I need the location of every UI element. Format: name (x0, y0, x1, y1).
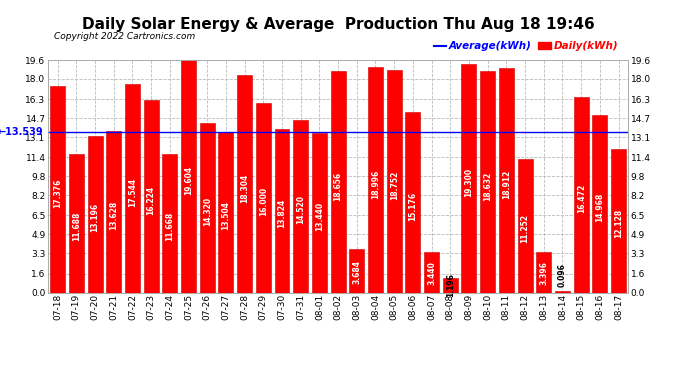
Bar (88, 136, 103, 292)
Bar (368, 67, 383, 292)
Text: 15.176: 15.176 (408, 192, 417, 220)
Text: 19.604: 19.604 (184, 166, 193, 195)
Text: 11.688: 11.688 (72, 211, 81, 241)
Text: 13.504: 13.504 (221, 201, 230, 230)
Text: 13.440: 13.440 (315, 201, 324, 231)
Bar (424, 252, 439, 292)
Bar (293, 120, 308, 292)
Text: 13.196: 13.196 (90, 203, 99, 232)
Text: 3.684: 3.684 (353, 260, 362, 284)
Text: 16.224: 16.224 (147, 186, 156, 214)
Text: 18.304: 18.304 (240, 174, 249, 203)
Bar (406, 112, 420, 292)
Text: 14.968: 14.968 (595, 193, 604, 222)
Bar (555, 291, 570, 292)
Text: Daily Solar Energy & Average  Production Thu Aug 18 19:46: Daily Solar Energy & Average Production … (81, 17, 595, 32)
Text: 11.668: 11.668 (166, 211, 175, 241)
Bar (386, 70, 402, 292)
Bar (349, 249, 364, 292)
Text: 17.544: 17.544 (128, 178, 137, 207)
Text: 13.824: 13.824 (277, 199, 286, 228)
Text: 18.752: 18.752 (390, 171, 399, 200)
Text: 14.320: 14.320 (203, 196, 212, 225)
Text: 18.912: 18.912 (502, 170, 511, 200)
Text: 16.472: 16.472 (577, 184, 586, 213)
Bar (443, 278, 457, 292)
Bar (125, 84, 140, 292)
Bar (256, 103, 270, 292)
Bar (462, 63, 477, 292)
Bar (106, 131, 121, 292)
Bar (237, 75, 252, 292)
Bar (181, 60, 196, 292)
Bar (611, 148, 626, 292)
Text: 3.396: 3.396 (540, 261, 549, 285)
Text: 13.628: 13.628 (109, 200, 118, 230)
Bar (199, 123, 215, 292)
Text: 16.000: 16.000 (259, 187, 268, 216)
Bar (312, 133, 327, 292)
Bar (593, 115, 607, 292)
Bar (69, 154, 83, 292)
Text: 17.376: 17.376 (53, 179, 62, 208)
Text: 12.128: 12.128 (614, 209, 623, 238)
Legend: Average(kWh), Daily(kWh): Average(kWh), Daily(kWh) (429, 37, 622, 56)
Bar (144, 100, 159, 292)
Bar (162, 154, 177, 292)
Text: 11.252: 11.252 (520, 214, 529, 243)
Text: 19.300: 19.300 (464, 168, 473, 197)
Text: Copyright 2022 Cartronics.com: Copyright 2022 Cartronics.com (54, 32, 195, 41)
Bar (331, 71, 346, 292)
Text: 18.656: 18.656 (333, 172, 343, 201)
Bar (573, 97, 589, 292)
Text: 3.440: 3.440 (427, 261, 436, 285)
Bar (219, 132, 233, 292)
Bar (480, 72, 495, 292)
Bar (536, 252, 551, 292)
Text: 18.632: 18.632 (483, 172, 492, 201)
Bar (499, 68, 514, 292)
Text: 18.996: 18.996 (371, 170, 380, 199)
Text: ←13.539: ←13.539 (0, 127, 43, 137)
Text: 14.520: 14.520 (296, 195, 305, 224)
Text: 0.096: 0.096 (558, 263, 567, 286)
Bar (275, 129, 290, 292)
Text: 1.196: 1.196 (446, 273, 455, 297)
Bar (50, 86, 65, 292)
Bar (518, 159, 533, 292)
